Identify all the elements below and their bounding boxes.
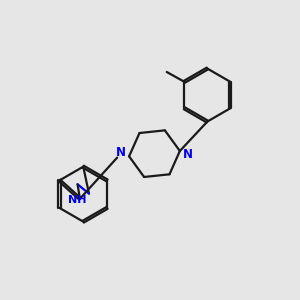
Text: NH: NH xyxy=(68,195,86,206)
Text: N: N xyxy=(116,146,126,159)
Text: N: N xyxy=(183,148,193,161)
